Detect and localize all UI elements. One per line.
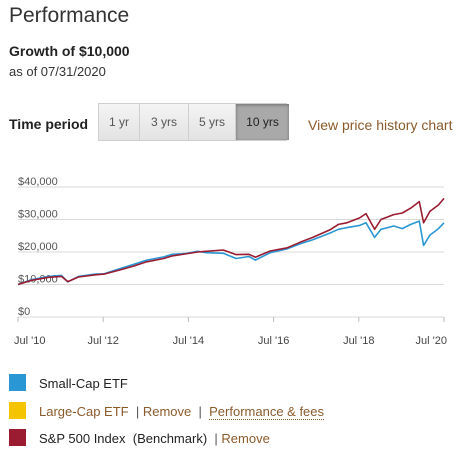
large-cap-remove-link[interactable]: Remove	[142, 404, 192, 419]
performance-fees-link[interactable]: Performance & fees	[209, 404, 325, 420]
x-tick-label: Jul '12	[87, 335, 118, 347]
as-of-date: as of 07/31/2020	[9, 64, 106, 79]
growth-subtitle: Growth of $10,000	[9, 43, 130, 59]
legend-item-large-cap: Large-Cap ETF | Remove | Performance & f…	[0, 402, 456, 426]
time-period-3yrs-button[interactable]: 3 yrs	[140, 104, 189, 140]
x-tick-label: Jul '20	[416, 335, 447, 347]
y-tick-label: $30,000	[18, 209, 58, 221]
x-tick-label: Jul '18	[343, 335, 374, 347]
time-period-1yr-button[interactable]: 1 yr	[99, 104, 140, 140]
separator: |	[214, 431, 218, 446]
page-title: Performance	[9, 4, 130, 27]
separator: |	[135, 404, 140, 419]
small-cap-swatch	[9, 374, 26, 391]
small-cap-label: Small-Cap ETF	[39, 376, 128, 391]
time-period-selector: 1 yr 3 yrs 5 yrs 10 yrs	[98, 103, 289, 141]
time-period-5yrs-button[interactable]: 5 yrs	[189, 104, 236, 140]
y-tick-label: $0	[18, 306, 30, 318]
series-line-sp500	[17, 197, 445, 286]
time-period-label: Time period	[9, 116, 89, 132]
y-tick-label: $40,000	[18, 176, 58, 188]
large-cap-swatch	[9, 402, 26, 419]
view-price-history-link[interactable]: View price history chart	[308, 117, 453, 133]
large-cap-link[interactable]: Large-Cap ETF	[39, 404, 129, 419]
x-tick-label: Jul '14	[173, 335, 204, 347]
sp500-label: S&P 500 Index	[39, 431, 126, 446]
legend-item-sp500: S&P 500 Index (Benchmark) | Remove	[0, 429, 456, 453]
time-period-10yrs-button[interactable]: 10 yrs	[236, 104, 289, 140]
sp500-swatch	[9, 429, 26, 446]
separator: |	[198, 404, 202, 419]
legend-item-small-cap: Small-Cap ETF	[0, 374, 456, 398]
x-tick-label: Jul '16	[258, 335, 289, 347]
x-tick-label: Jul '10	[14, 335, 45, 347]
sp500-remove-link[interactable]: Remove	[221, 431, 270, 446]
sp500-benchmark-label: (Benchmark)	[132, 431, 208, 446]
y-tick-label: $20,000	[18, 241, 58, 253]
